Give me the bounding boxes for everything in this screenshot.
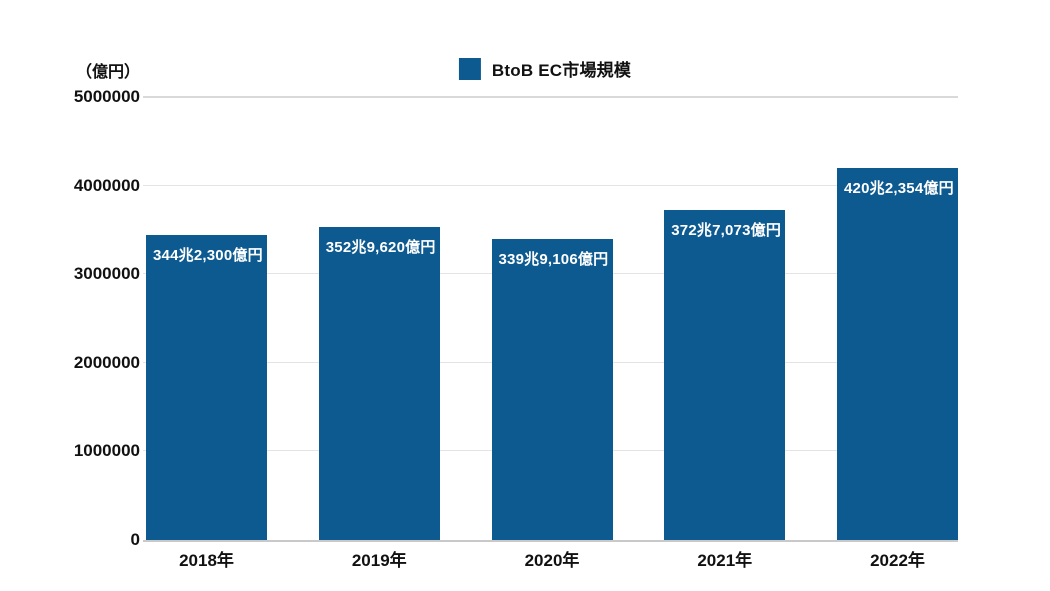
- y-tick-label: 2000000: [73, 352, 140, 372]
- x-tick-label: 2022年: [870, 551, 925, 570]
- bar-value-label: 339兆9,106億円: [498, 250, 609, 268]
- bar-value-label: 352兆9,620億円: [325, 239, 436, 257]
- gridline: [143, 184, 958, 186]
- bar-column: 352兆9,620億円 2019年: [318, 97, 440, 570]
- y-tick-label: 5000000: [73, 87, 140, 106]
- legend-swatch-icon: [458, 57, 481, 80]
- x-tick-label: 2021年: [697, 551, 753, 570]
- bar: 420兆2,354億円: [837, 167, 958, 540]
- y-tick-label: 1000000: [73, 441, 140, 461]
- bar-value-label: 372兆7,073億円: [671, 221, 782, 239]
- x-tick-label: 2019年: [351, 551, 407, 570]
- bar-column: 344兆2,300億円 2018年: [146, 97, 267, 570]
- bar-column: 339兆9,106億円 2020年: [491, 97, 613, 570]
- x-tick-label: 2020年: [524, 551, 580, 570]
- bar-value-label: 420兆2,354億円: [844, 179, 954, 197]
- y-tick-label: 0: [130, 530, 140, 549]
- x-tick-label: 2018年: [179, 551, 234, 570]
- bar-column: 420兆2,354億円 2022年: [837, 97, 958, 570]
- y-tick-label: 4000000: [73, 175, 140, 195]
- bar: 339兆9,106億円: [491, 238, 613, 540]
- bar: 372兆7,073億円: [664, 209, 786, 540]
- y-axis-unit-label: （億円）: [75, 64, 140, 81]
- chart-legend: BtoB EC市場規模: [458, 56, 632, 81]
- bar: 352兆9,620億円: [318, 227, 440, 540]
- plot-area: 344兆2,300億円 2018年 352兆9,620億円 2019年 339兆9,10…: [143, 96, 958, 570]
- bar: 344兆2,300億円: [146, 235, 267, 540]
- gridline: [143, 96, 958, 98]
- gridline: [143, 540, 958, 542]
- legend-label: BtoB EC市場規模: [491, 61, 632, 80]
- bar-value-label: 344兆2,300億円: [153, 247, 263, 265]
- bars-row: 344兆2,300億円 2018年 352兆9,620億円 2019年 339兆9,10…: [146, 97, 958, 570]
- y-tick-label: 3000000: [73, 264, 140, 284]
- bar-column: 372兆7,073億円 2021年: [664, 97, 786, 570]
